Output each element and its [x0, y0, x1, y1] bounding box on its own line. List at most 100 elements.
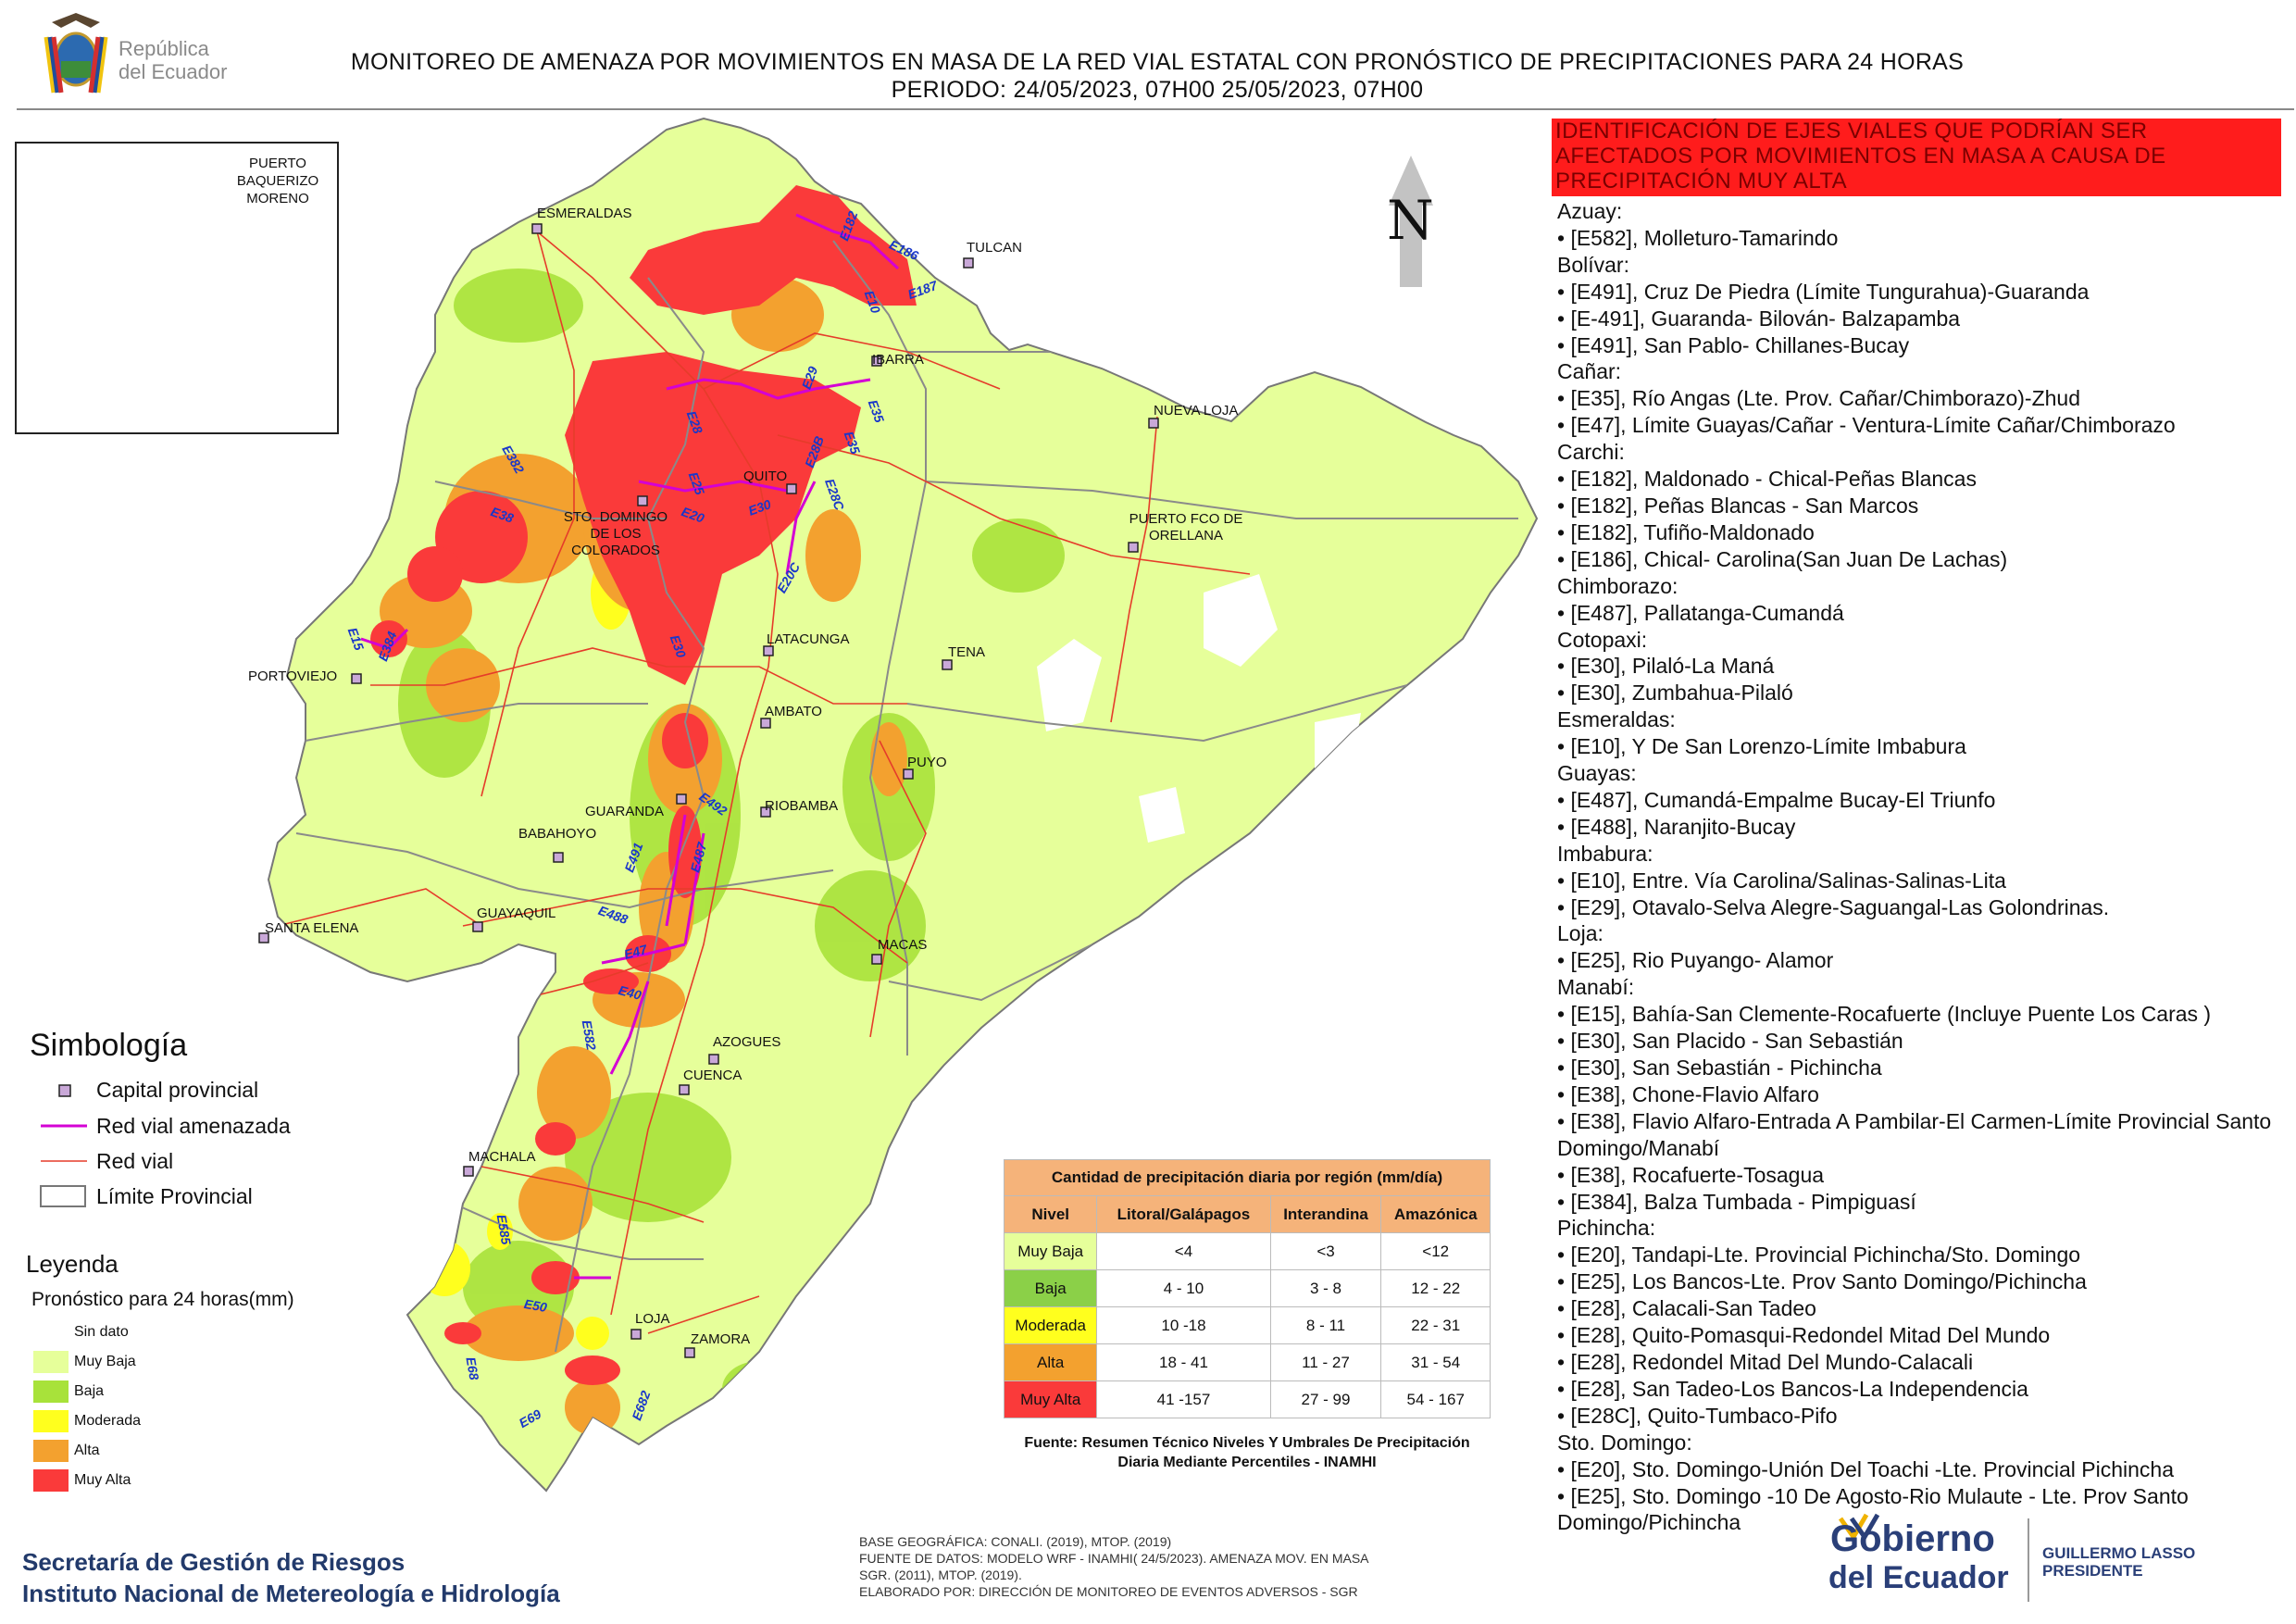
list-line: • [E182], Maldonado - Chical-Peñas Blanc… — [1557, 467, 1977, 492]
city-label-santa-elena: SANTA ELENA — [265, 920, 359, 936]
simbologia-title: Simbología — [30, 1028, 188, 1063]
list-line: • [E488], Naranjito-Bucay — [1557, 814, 1796, 839]
city-label-tulcan: TULCAN — [967, 240, 1023, 256]
list-line: Cotopaxi: — [1557, 627, 1648, 652]
list-line: • [E30], San Placido - San Sebastián — [1557, 1029, 1903, 1054]
list-line: Cañar: — [1557, 359, 1622, 384]
list-line: • [E30], San Sebastián - Pichincha — [1557, 1056, 1882, 1080]
president-block: GUILLERMO LASSO PRESIDENTE — [2042, 1544, 2195, 1580]
list-line: Carchi: — [1557, 440, 1625, 465]
footer-inamhi: Instituto Nacional de Metereología e Hid… — [22, 1580, 560, 1607]
title-line-1: MONITOREO DE AMENAZA POR MOVIMIENTOS EN … — [350, 49, 1965, 75]
legend-level-label: Muy Baja — [74, 1354, 136, 1369]
leyenda-title: Leyenda — [26, 1250, 119, 1278]
city-label-portoviejo: PORTOVIEJO — [248, 668, 338, 684]
footer-divider — [2028, 1518, 2029, 1602]
president-name: GUILLERMO LASSO — [2042, 1544, 2196, 1562]
list-line: • [E28], Quito-Pomasqui-Redondel Mitad D… — [1557, 1323, 2051, 1348]
legend-capital-label: Capital provincial — [96, 1078, 259, 1102]
list-line: Azuay: — [1557, 199, 1623, 223]
affected-roads-list: Azuay: • [E582], Molleturo-Tamarindo Bol… — [1557, 198, 2289, 1536]
city-label-babahoyo: BABAHOYO — [518, 826, 597, 842]
city-label-puyo: PUYO — [907, 755, 947, 770]
list-line: • [E38], Rocafuerte-Tosagua — [1557, 1162, 1825, 1187]
list-line: • [E20], Tandapi-Lte. Provincial Pichinc… — [1557, 1243, 2081, 1268]
affected-roads-header: IDENTIFICACIÓN DE EJES VIALES QUE PODRÍA… — [1552, 119, 2281, 196]
title-period: PERIODO: 24/05/2023, 07H00 25/05/2023, 0… — [891, 77, 1424, 103]
legend-amenazada-label: Red vial amenazada — [96, 1114, 291, 1138]
president-title: PRESIDENTE — [2042, 1562, 2143, 1580]
city-label-latacunga: LATACUNGA — [767, 631, 850, 647]
table-cell: 11 - 27 — [1269, 1343, 1382, 1381]
header-divider — [17, 108, 2294, 110]
city-label-esmeraldas: ESMERALDAS — [537, 206, 632, 221]
list-line: • [E35], Río Angas (Lte. Prov. Cañar/Chi… — [1557, 386, 2080, 411]
table-cell: 22 - 31 — [1380, 1306, 1491, 1344]
city-label-quito: QUITO — [743, 468, 788, 484]
list-line: • [E582], Molleturo-Tamarindo — [1557, 225, 1839, 250]
republica-del-ecuador-brand: República del Ecuador — [119, 37, 227, 83]
gobierno-del-ecuador-logo: Gobierno del Ecuador — [1819, 1515, 2023, 1607]
table-cell: 10 -18 — [1096, 1306, 1271, 1344]
list-line: • [E15], Bahía-San Clemente-Rocafuerte (… — [1557, 1002, 2212, 1027]
table-cell: <3 — [1269, 1232, 1382, 1270]
brand-line-2: del Ecuador — [119, 60, 228, 83]
table-cell: 12 - 22 — [1380, 1269, 1491, 1307]
table-row: Muy Alta 41 -157 27 - 99 54 - 167 — [1003, 1380, 1491, 1418]
table-cell-nivel: Muy Alta — [1003, 1380, 1098, 1418]
list-line: Manabí: — [1557, 975, 1635, 1000]
ecuador-coat-of-arms-logo — [33, 9, 119, 98]
list-line: • [E20], Sto. Domingo-Unión Del Toachi -… — [1557, 1456, 2175, 1481]
table-cell-nivel: Moderada — [1003, 1306, 1098, 1344]
city-label-azogues: AZOGUES — [713, 1034, 781, 1050]
city-label-loja: LOJA — [635, 1311, 670, 1327]
legend-level-label: Alta — [74, 1443, 100, 1458]
table-caption: Cantidad de precipitación diaria por reg… — [1004, 1159, 1491, 1196]
list-line: • [E25], Los Bancos-Lte. Prov Santo Domi… — [1557, 1269, 2087, 1294]
city-label-sto-domingo: STO. DOMINGO DE LOS COLORADOS — [563, 509, 668, 558]
list-line: Chimborazo: — [1557, 573, 1678, 598]
list-line: Sto. Domingo: — [1557, 1430, 1692, 1455]
gobierno-logo-mark — [1838, 1513, 1880, 1542]
table-cell: 27 - 99 — [1269, 1380, 1382, 1418]
table-cell: 3 - 8 — [1269, 1269, 1382, 1307]
swatch-moderada — [33, 1410, 69, 1432]
legend-level-label: Moderada — [74, 1413, 142, 1429]
list-line: Bolívar: — [1557, 252, 1629, 277]
table-header: Nivel — [1003, 1195, 1098, 1233]
legend-level-label: Baja — [74, 1383, 105, 1399]
legend-symbols — [40, 1084, 87, 1207]
table-cell: 8 - 11 — [1269, 1306, 1382, 1344]
table-cell: 54 - 167 — [1380, 1380, 1491, 1418]
swatch-alta — [33, 1440, 69, 1462]
swatch-sin-dato — [33, 1322, 69, 1344]
list-line: • [E10], Y De San Lorenzo-Límite Imbabur… — [1557, 734, 1966, 759]
table-source: Fuente: Resumen Técnico Niveles Y Umbral… — [1024, 1435, 1470, 1470]
legend-level-label: Muy Alta — [74, 1472, 131, 1488]
city-label-cuenca: CUENCA — [683, 1068, 742, 1083]
list-line: Guayas: — [1557, 761, 1637, 786]
footer-meta-line: ELABORADO POR: DIRECCIÓN DE MONITOREO DE… — [859, 1584, 1358, 1599]
city-label-ambato: AMBATO — [765, 704, 822, 719]
table-header: Interandina — [1269, 1195, 1382, 1233]
list-line: • [E38], Chone-Flavio Alfaro — [1557, 1081, 1819, 1106]
list-line: • [E186], Chical- Carolina(San Juan De L… — [1557, 546, 2008, 571]
list-line: • [E10], Entre. Vía Carolina/Salinas-Sal… — [1557, 868, 2006, 893]
list-line: • [E-491], Guaranda- Bilován- Balzapamba — [1557, 306, 1961, 331]
north-arrow — [1389, 156, 1433, 287]
list-line: • [E182], Peñas Blancas - San Marcos — [1557, 493, 1919, 518]
list-line: • [E28], San Tadeo-Los Bancos-La Indepen… — [1557, 1376, 2028, 1401]
table-cell: <4 — [1096, 1232, 1271, 1270]
list-line: • [E487], Cumandá-Empalme Bucay-El Triun… — [1557, 787, 1996, 812]
list-line: • [E25], Sto. Domingo -10 De Agosto-Rio … — [1557, 1483, 2189, 1535]
city-label-nueva-loja: NUEVA LOJA — [1154, 403, 1239, 418]
city-label-puerto-baquerizo: PUERTO BAQUERIZO MORENO — [236, 156, 319, 206]
table-row: Muy Baja <4 <3 <12 — [1003, 1232, 1491, 1270]
table-cell: 31 - 54 — [1380, 1343, 1491, 1381]
legend-limite-label: Límite Provincial — [96, 1184, 253, 1208]
table-row: Moderada 10 -18 8 - 11 22 - 31 — [1003, 1306, 1491, 1344]
table-cell: <12 — [1380, 1232, 1491, 1270]
leyenda-subtitle: Pronóstico para 24 horas(mm) — [31, 1289, 294, 1310]
list-line: • [E28], Redondel Mitad Del Mundo-Calaca… — [1557, 1349, 1974, 1374]
legend-red-vial-label: Red vial — [96, 1149, 174, 1173]
